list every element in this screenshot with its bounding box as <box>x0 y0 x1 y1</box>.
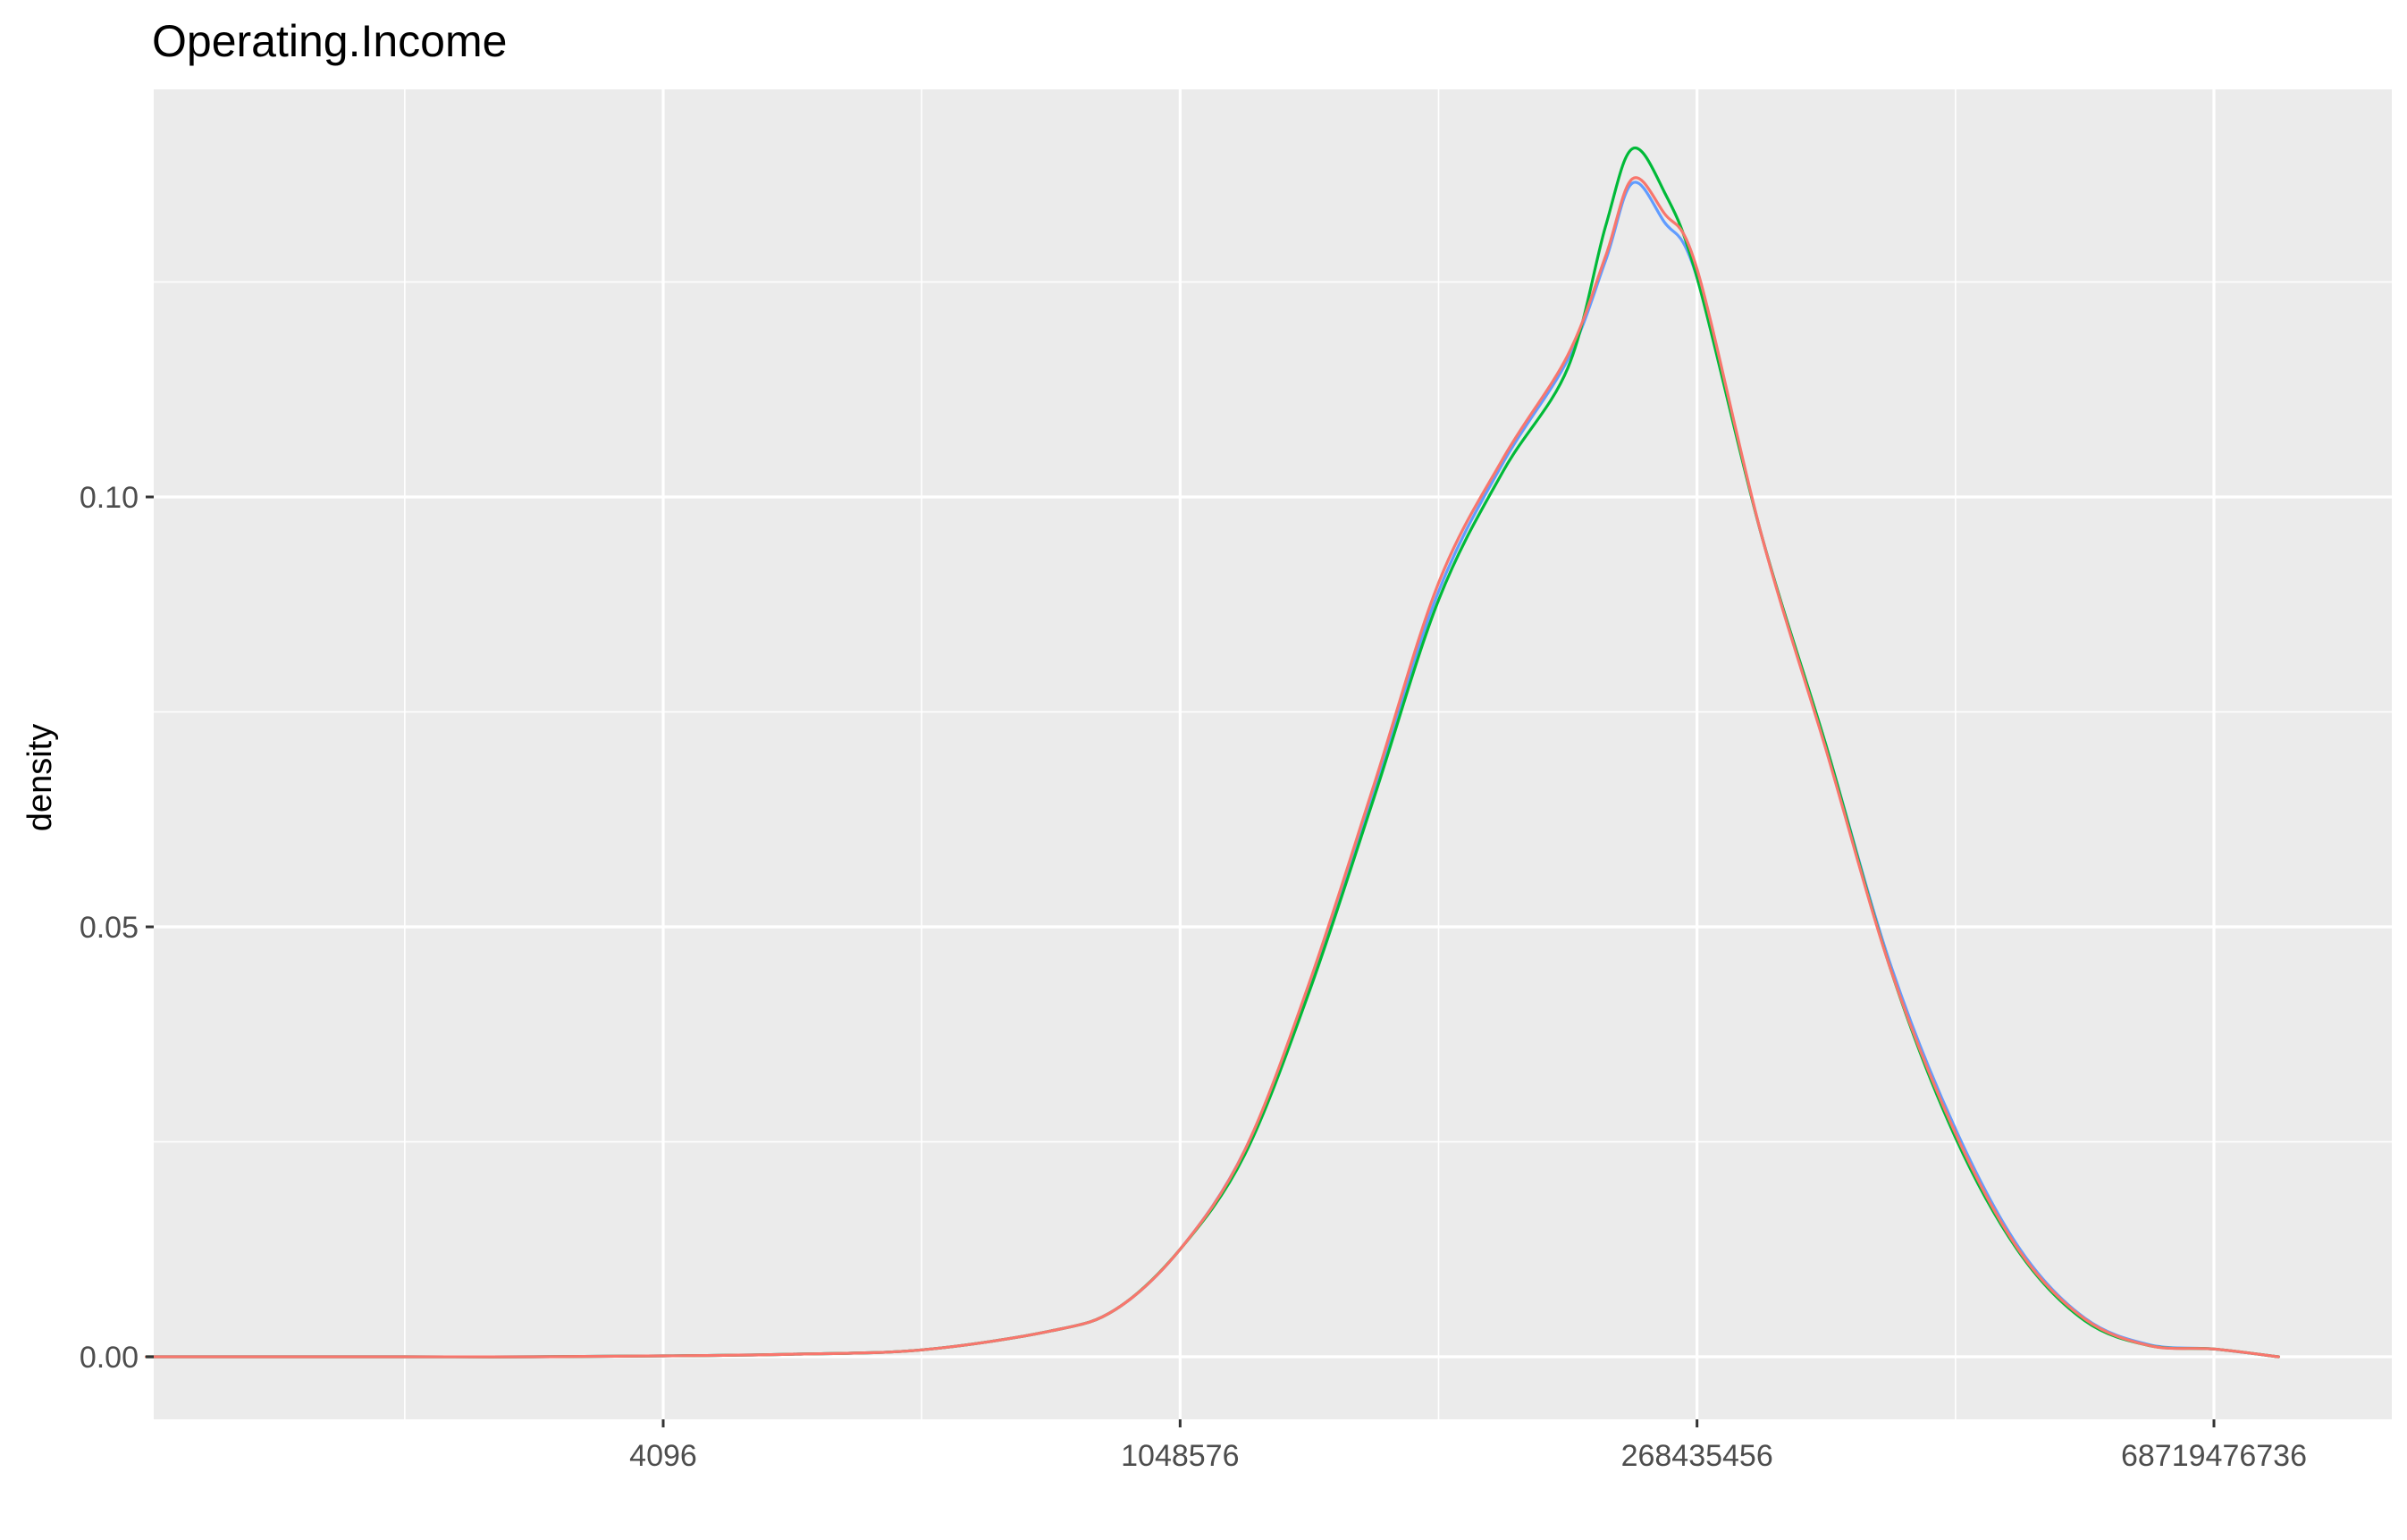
y-tick-label: 0.05 <box>80 911 139 945</box>
axis-tick-labels: 4096 1048576 268435456 68719476736 0.00 0.05 0… <box>80 481 2307 1473</box>
y-axis-title: density <box>21 724 59 831</box>
minor-gridlines <box>154 89 2392 1419</box>
x-tick-label: 4096 <box>629 1439 697 1473</box>
density-line-3 <box>145 176 2280 1359</box>
axis-ticks <box>146 495 2216 1427</box>
x-tick-label: 68719476736 <box>2121 1439 2307 1473</box>
plot-panel <box>154 89 2392 1419</box>
series-layer <box>145 147 2280 1359</box>
y-tick-label: 0.00 <box>80 1341 139 1375</box>
x-tick-label: 1048576 <box>1121 1439 1239 1473</box>
major-gridlines <box>154 89 2392 1419</box>
y-tick-label: 0.10 <box>80 481 139 515</box>
chart-title: Operating.Income <box>152 16 507 66</box>
x-tick-label: 268435456 <box>1621 1439 1773 1473</box>
